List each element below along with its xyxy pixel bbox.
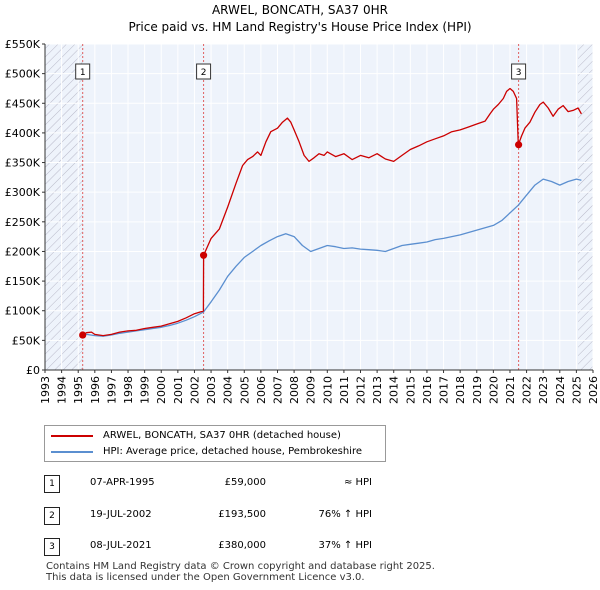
series-line-hpi (82, 178, 582, 337)
y-tick-label: £450K (5, 97, 41, 110)
y-tick-label: £500K (5, 68, 41, 81)
price-chart: 1 2 3 £0 £50K £100K £150K £200K £250K £300K £350K £… (5, 38, 600, 404)
sale-box-label-3: 3 (516, 68, 522, 78)
x-tick-label: 2019 (471, 376, 484, 404)
x-tick-label: 2016 (421, 376, 434, 404)
y-tick-label: £100K (5, 305, 41, 318)
y-tick-label: £550K (5, 38, 41, 51)
chart-subtitle: Price paid vs. HM Land Registry's House … (128, 20, 472, 34)
x-tick-label: 2001 (172, 376, 185, 404)
legend-swatch-hpi (51, 451, 93, 453)
x-tick-label: 1996 (89, 376, 102, 404)
x-tick-label: 2021 (504, 376, 517, 404)
x-tick-label: 2018 (454, 376, 467, 404)
x-tick-label: 2015 (404, 376, 417, 404)
legend-label-hpi: HPI: Average price, detached house, Pemb… (103, 446, 362, 457)
x-tick-label: 1993 (39, 376, 52, 404)
x-tick-label: 1994 (56, 376, 69, 404)
footer-license: This data is licensed under the Open Gov… (46, 572, 365, 583)
x-tick-label: 2026 (587, 376, 600, 404)
x-tick-label: 2024 (554, 376, 567, 404)
x-tick-label: 1997 (105, 376, 118, 404)
x-tick-label: 2011 (338, 376, 351, 404)
sale-marker-label: 2 (44, 507, 60, 525)
x-tick-label: 1998 (122, 376, 135, 404)
x-tick-label: 2008 (288, 376, 301, 404)
sale-point-2 (199, 251, 208, 259)
x-tick-label: 2004 (222, 376, 235, 404)
chart-legend: ARWEL, BONCATH, SA37 0HR (detached house… (44, 425, 386, 462)
sale-price: £380,000 (218, 540, 266, 551)
x-tick-label: 1999 (139, 376, 152, 404)
x-tick-label: 2006 (255, 376, 268, 404)
sale-marker-label: 1 (44, 475, 60, 493)
x-tick-label: 2003 (205, 376, 218, 404)
sale-price: £193,500 (218, 509, 266, 520)
x-tick-label: 1995 (72, 376, 85, 404)
footer-copyright: Contains HM Land Registry data © Crown c… (46, 561, 435, 572)
sale-row-2: 2 19-JUL-2002 £193,500 76% ↑ HPI (44, 507, 444, 525)
x-tick-label: 2025 (570, 376, 583, 404)
sale-point-3 (515, 141, 523, 149)
x-tick-label: 2009 (305, 376, 318, 404)
x-tick-label: 2023 (537, 376, 550, 404)
sale-marker-label: 3 (44, 538, 60, 556)
y-tick-label: £300K (5, 186, 41, 199)
y-tick-label: £400K (5, 127, 41, 140)
x-tick-label: 2017 (438, 376, 451, 404)
sale-row-1: 1 07-APR-1995 £59,000 ≈ HPI (44, 475, 444, 493)
sale-box-3 (511, 63, 527, 80)
legend-swatch-property (51, 435, 93, 437)
x-tick-label: 2012 (355, 376, 368, 404)
y-tick-label: £150K (5, 275, 41, 288)
sale-point-1 (79, 331, 87, 339)
y-tick-label: £350K (5, 157, 41, 170)
sale-box-2 (196, 63, 212, 80)
chart-title: ARWEL, BONCATH, SA37 0HR (211, 3, 389, 17)
x-tick-label: 2020 (487, 376, 500, 404)
sale-date: 19-JUL-2002 (90, 509, 152, 520)
x-tick-label: 2013 (371, 376, 384, 404)
sale-row-3: 3 08-JUL-2021 £380,000 37% ↑ HPI (44, 538, 444, 556)
sale-hpi-comparison: ≈ HPI (343, 477, 372, 488)
sale-box-label-2: 2 (201, 68, 207, 78)
x-tick-label: 2000 (155, 376, 168, 404)
x-tick-label: 2010 (321, 376, 334, 404)
x-tick-label: 2007 (271, 376, 284, 404)
sale-date: 08-JUL-2021 (90, 540, 152, 551)
x-tick-label: 2022 (521, 376, 534, 404)
y-tick-label: £250K (5, 216, 41, 229)
sale-box-1 (75, 63, 91, 80)
sale-hpi-comparison: 37% ↑ HPI (318, 540, 372, 551)
y-tick-label: £0 (26, 364, 40, 377)
hatch-region-1 (45, 44, 83, 370)
x-tick-label: 2002 (188, 376, 201, 404)
sale-price: £59,000 (224, 477, 266, 488)
y-tick-label: £200K (5, 245, 41, 258)
y-tick-label: £50K (12, 334, 41, 347)
hatch-region-2 (578, 44, 593, 370)
plot-background (45, 44, 593, 370)
sale-box-label-1: 1 (80, 68, 86, 78)
x-tick-label: 2014 (388, 376, 401, 404)
sale-date: 07-APR-1995 (90, 477, 155, 488)
x-tick-label: 2005 (238, 376, 251, 404)
legend-label-property: ARWEL, BONCATH, SA37 0HR (detached house… (103, 430, 341, 441)
sale-hpi-comparison: 76% ↑ HPI (318, 509, 372, 520)
